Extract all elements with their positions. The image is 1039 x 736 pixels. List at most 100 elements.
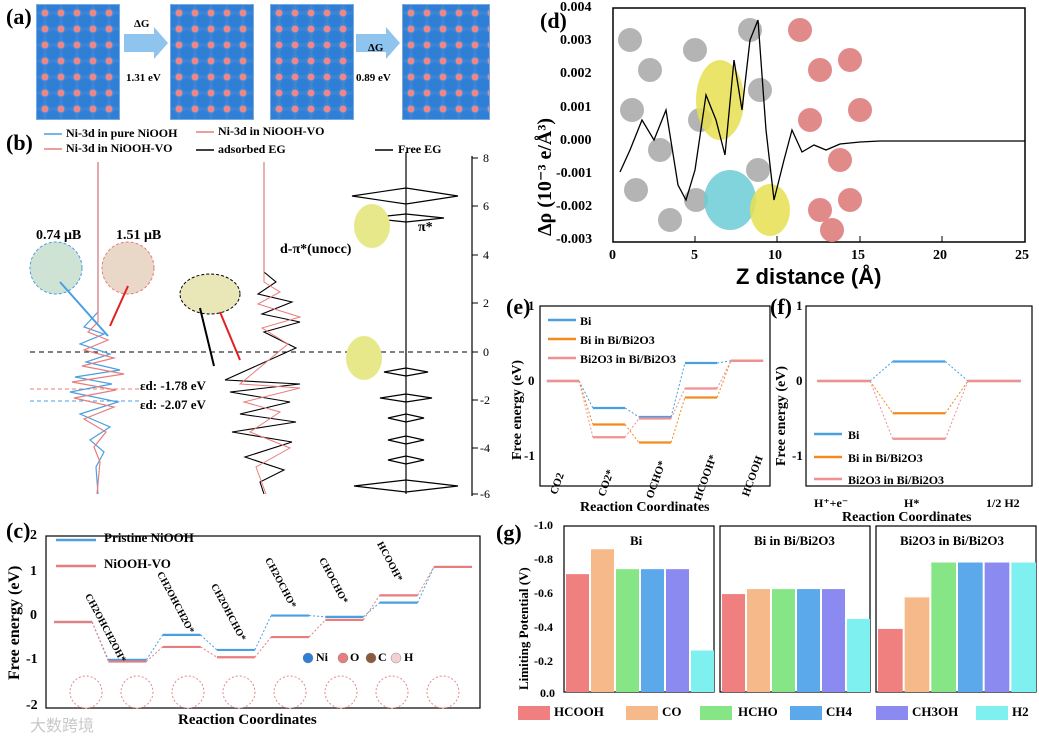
ytick: -4 — [480, 441, 490, 455]
ytick: 0.004 — [560, 0, 592, 15]
g-ylabel: Limiting Potential (V) — [516, 567, 531, 690]
f-legend-bi: Bi — [848, 428, 860, 442]
ytick: 2 — [483, 296, 489, 310]
legend-swatch — [876, 706, 908, 720]
ytick: -0.001 — [556, 166, 593, 181]
magnetic-moment-1: 0.74 μB — [36, 228, 82, 243]
ytick: -0.4 — [534, 620, 553, 634]
e-ylabel: Free energy (eV) — [510, 359, 525, 460]
ytick: 0.000 — [560, 133, 592, 148]
connector — [670, 388, 686, 419]
f-legend-bi-in: Bi in Bi/Bi2O3 — [848, 451, 923, 465]
connector — [670, 397, 686, 443]
plot-frame — [539, 305, 771, 487]
e-legend-bi: Bi — [580, 314, 592, 328]
legend-label: CH3OH — [912, 704, 959, 719]
bar — [691, 650, 714, 692]
connector — [145, 634, 164, 661]
chart-e — [539, 305, 771, 487]
ytick: 0 — [796, 373, 803, 388]
atom-legend-dot — [302, 652, 314, 664]
ytick: -0.002 — [556, 199, 593, 214]
step1-value: 1.31 eV — [126, 72, 161, 84]
bar — [641, 569, 664, 692]
f-ylabel: Free energy (eV) — [774, 365, 789, 466]
xtick: 10 — [768, 248, 782, 263]
connector — [417, 566, 435, 596]
plot-frame — [45, 535, 481, 709]
bar — [878, 628, 903, 692]
ytick: -1.0 — [534, 518, 553, 532]
legend-swatch — [518, 706, 550, 720]
e-xlabel: Reaction Coordinates — [580, 500, 710, 515]
structure-bubble — [273, 675, 307, 709]
structure-bubble — [375, 675, 409, 709]
bar — [847, 618, 870, 692]
structure-bubble — [120, 675, 154, 709]
connector — [363, 602, 380, 618]
ytick: 0 — [483, 345, 489, 359]
legend-adsorbed-eg: adsorbed EG — [218, 142, 286, 156]
step2-value: 0.89 eV — [356, 72, 391, 84]
atom-legend-dot — [337, 652, 349, 664]
connector — [869, 361, 893, 382]
bar — [958, 562, 983, 692]
legend-swatch — [700, 706, 732, 720]
magnetic-moment-2: 1.51 μB — [116, 228, 162, 243]
ytick: -0.003 — [556, 232, 593, 247]
ytick: 4 — [483, 248, 489, 262]
connector — [578, 380, 594, 409]
legend-pure-niooh: Ni-3d in pure NiOOH — [66, 126, 178, 140]
ytick: 6 — [483, 199, 489, 213]
bar — [904, 597, 930, 692]
ytick: 0 — [528, 373, 535, 388]
bar — [666, 569, 689, 692]
structure-bubble — [324, 675, 358, 709]
bar — [984, 562, 1010, 692]
d-xlabel: Z distance (Å) — [736, 264, 882, 289]
xtick: 20 — [933, 248, 947, 263]
connector — [670, 362, 686, 418]
connector — [308, 619, 326, 638]
connector — [716, 360, 732, 398]
ytick: 1 — [30, 564, 37, 579]
connector — [945, 361, 969, 382]
bar — [591, 549, 614, 692]
legend-label: CO — [662, 704, 682, 719]
xtick: 0 — [609, 248, 616, 263]
c-legend-pristine: Pristine NiOOH — [104, 530, 194, 545]
chart-f — [805, 305, 1033, 487]
connector — [200, 634, 218, 651]
legend-swatch — [976, 706, 1008, 720]
legend-niooh-vo-2: Ni-3d in NiOOH-VO — [218, 124, 325, 138]
legend-label: CH4 — [826, 704, 852, 719]
structure-bubble — [426, 675, 460, 709]
chart-d — [612, 7, 1026, 243]
plot-frame — [805, 305, 1033, 487]
atom-o: O — [350, 650, 360, 664]
panel-f-label: (f) — [770, 294, 792, 319]
ed-value-1: εd: -1.78 eV — [140, 378, 206, 393]
connector — [200, 646, 218, 658]
ytick: -2 — [480, 393, 490, 407]
connector — [417, 566, 435, 603]
bar — [797, 589, 820, 692]
xtick: 5 — [691, 248, 698, 263]
ytick: -0.6 — [534, 586, 553, 600]
f-legend-bi2o3-in: Bi2O3 in Bi/Bi2O3 — [848, 473, 945, 487]
structure-bubble — [69, 675, 103, 709]
panel-d-label: (d) — [540, 8, 567, 33]
atom-c: C — [378, 650, 387, 664]
c-xlabel: Reaction Coordinates — [178, 712, 317, 728]
ytick: 2 — [30, 528, 37, 543]
ytick: -1 — [792, 448, 803, 463]
connector — [578, 380, 594, 438]
xtick: H⁺+e⁻ — [814, 496, 849, 510]
connector — [91, 621, 109, 662]
connector — [309, 615, 326, 618]
ytick: -0.8 — [534, 552, 553, 566]
atom-sphere-cluster — [618, 18, 872, 242]
arrow-icon — [356, 27, 400, 59]
ed-value-2: εd: -2.07 eV — [140, 397, 206, 412]
ytick: 0.0 — [540, 686, 555, 700]
